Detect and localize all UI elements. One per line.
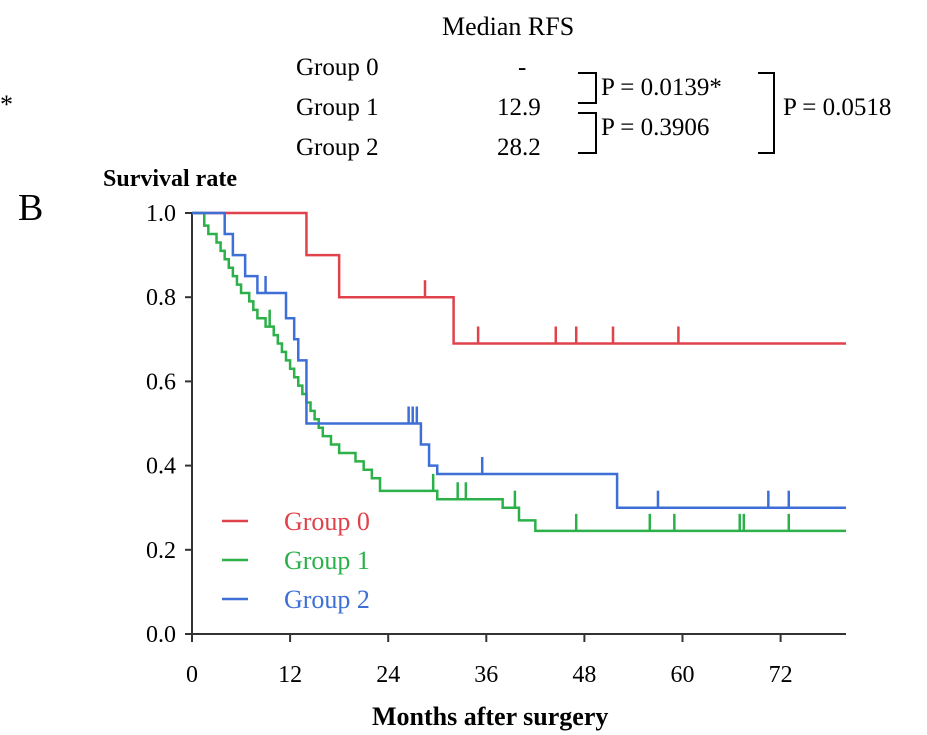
series-layer (192, 211, 846, 533)
y-tick-label: 0.2 (146, 538, 176, 564)
survival-curve-group-1 (192, 211, 846, 533)
table-row-group-2-value: 28.2 (497, 134, 541, 161)
x-tick-label: 48 (572, 662, 596, 688)
legend-label-group-1: Group 1 (284, 546, 370, 575)
p-value-g0-g2: P = 0.0518 (783, 94, 892, 121)
y-axis-title: Survival rate (103, 166, 237, 192)
bracket-g1-g2 (578, 112, 597, 154)
panel-label: B (18, 187, 44, 229)
median-rfs-header: Median RFS (442, 12, 575, 41)
table-row-group-1-value: 12.9 (497, 94, 541, 121)
x-axis-title: Months after surgery (372, 702, 609, 731)
x-tick-label: 12 (278, 662, 302, 688)
table-row-group-0-value: - (518, 54, 527, 81)
table-row-group-0-label: Group 0 (296, 54, 379, 81)
y-tick-label: 0.6 (146, 369, 176, 395)
y-tick-label: 0.0 (146, 622, 176, 648)
survival-curve-group-2 (192, 211, 846, 509)
x-tick-label: 72 (769, 662, 793, 688)
x-tick-label: 24 (376, 662, 400, 688)
x-tick-label: 0 (186, 662, 198, 688)
y-tick-label: 0.4 (146, 454, 176, 480)
x-tick-label: 60 (671, 662, 695, 688)
y-tick-label: 0.8 (146, 285, 176, 311)
table-row-group-1-label: Group 1 (296, 94, 379, 121)
survival-curve-group-0 (192, 211, 846, 345)
legend-label-group-0: Group 0 (284, 507, 370, 536)
axes: 0.0 0.2 0.4 0.6 0.8 1.0 0 12 24 36 48 60 72 (146, 201, 846, 688)
x-tick-label: 36 (474, 662, 498, 688)
legend: Group 0 Group 1 Group 2 (222, 507, 370, 614)
bracket-g0-g2 (758, 72, 775, 154)
p-value-g1-g2: P = 0.3906 (601, 114, 710, 141)
bracket-g0-g1 (578, 72, 597, 104)
edge-asterisk: * (0, 90, 13, 119)
table-row-group-2-label: Group 2 (296, 134, 379, 161)
legend-label-group-2: Group 2 (284, 585, 370, 614)
p-value-g0-g1: P = 0.0139* (601, 74, 722, 101)
y-tick-label: 1.0 (146, 201, 176, 227)
